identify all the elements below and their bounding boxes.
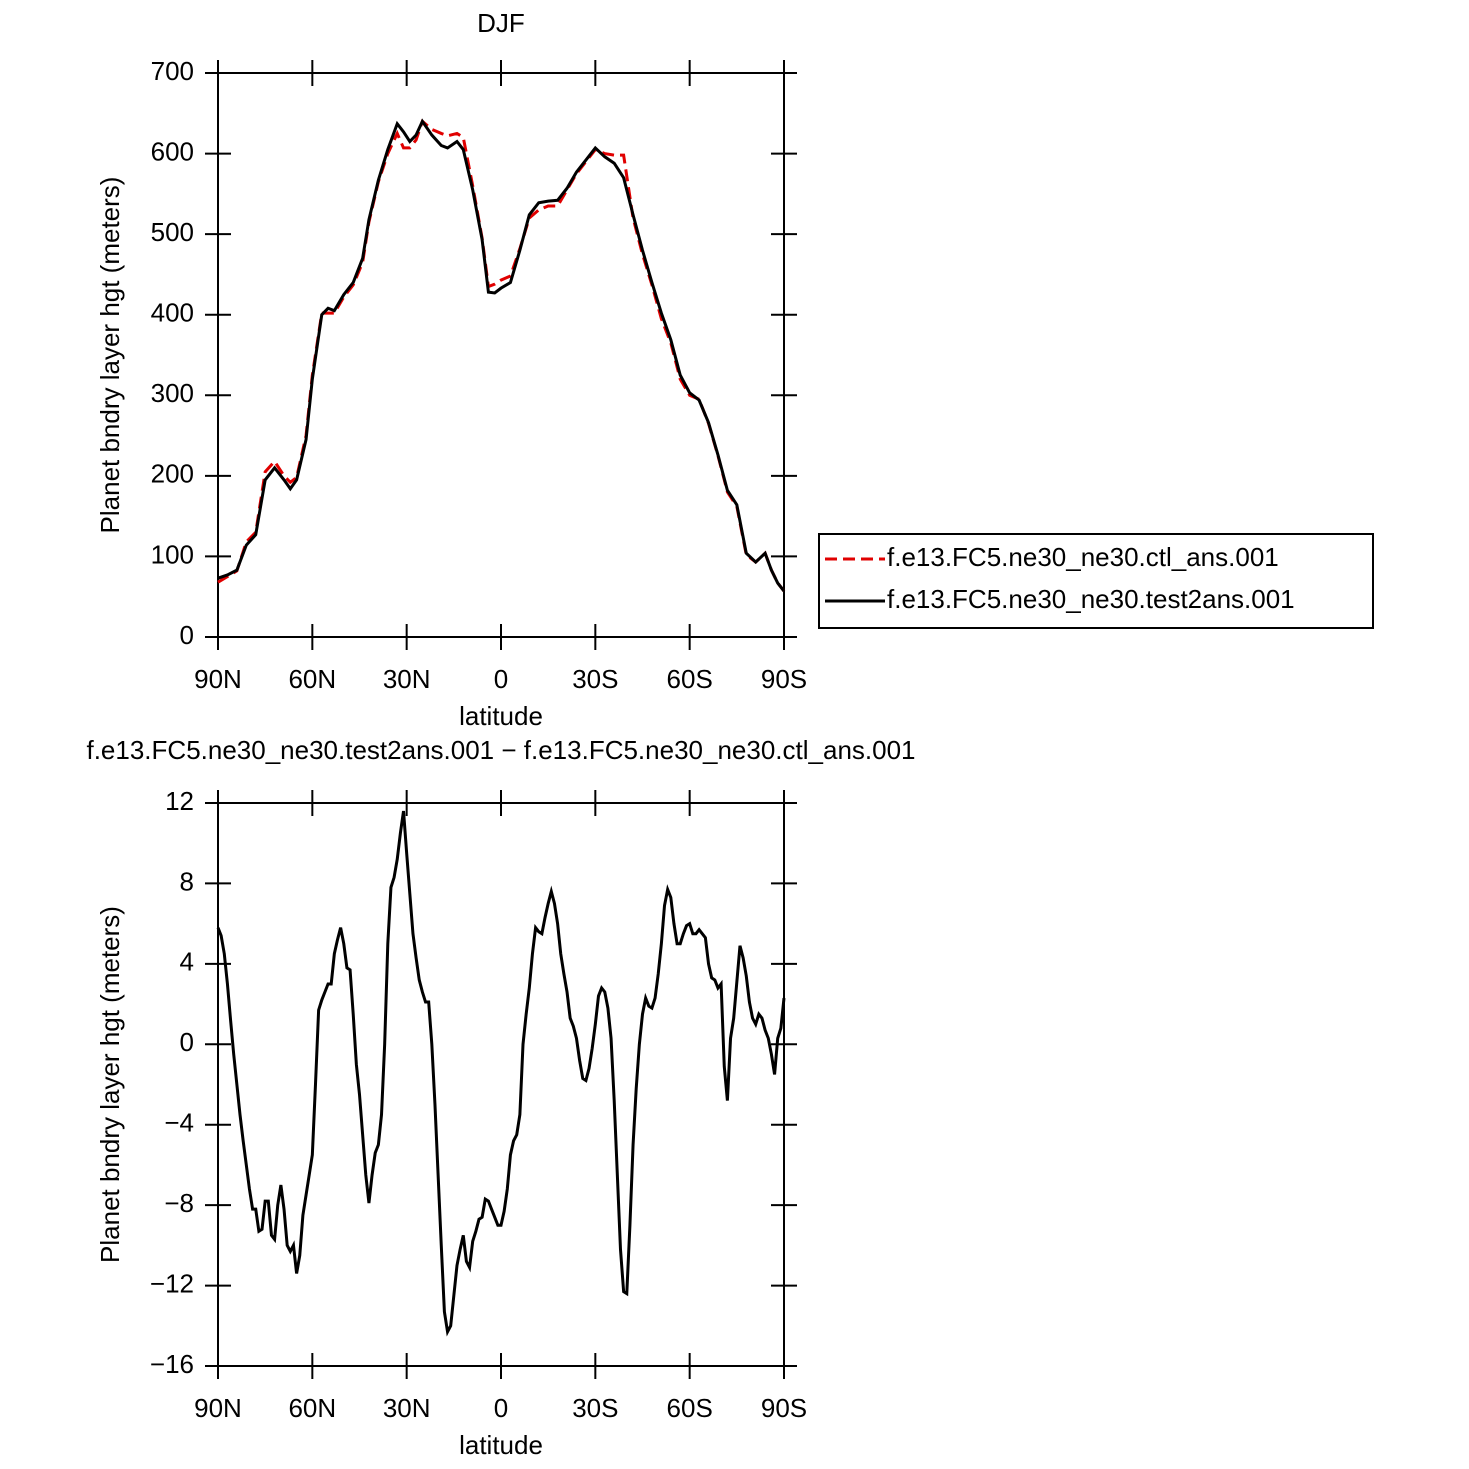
x-tick-label: 90N: [194, 664, 242, 694]
legend-box: [818, 533, 1374, 629]
y-axis-label: Planet bndry layer hgt (meters): [95, 906, 125, 1263]
x-tick-label: 30N: [383, 1393, 431, 1423]
x-tick-label: 90N: [194, 1393, 242, 1423]
x-tick-label: 30S: [572, 664, 618, 694]
x-tick-label: 60S: [667, 664, 713, 694]
y-tick-label: 12: [165, 786, 194, 816]
x-tick-label: 0: [494, 1393, 508, 1423]
y-axis-label: Planet bndry layer hgt (meters): [95, 177, 125, 534]
y-tick-label: 700: [151, 56, 194, 86]
y-tick-label: 100: [151, 539, 194, 569]
data-line: [217, 118, 786, 592]
y-tick-label: −16: [150, 1349, 194, 1379]
data-line: [217, 118, 786, 592]
legend-label: f.e13.FC5.ne30_ne30.test2ans.001: [887, 584, 1295, 614]
x-tick-label: 60N: [288, 664, 336, 694]
y-tick-label: 300: [151, 378, 194, 408]
legend-label: f.e13.FC5.ne30_ne30.ctl_ans.001: [887, 542, 1279, 572]
y-tick-label: 0: [180, 620, 194, 650]
y-tick-label: 8: [180, 866, 194, 896]
y-tick-label: 4: [180, 947, 194, 977]
chart-title: f.e13.FC5.ne30_ne30.test2ans.001 − f.e13…: [86, 735, 915, 765]
y-tick-label: 0: [180, 1027, 194, 1057]
y-tick-label: 400: [151, 298, 194, 328]
x-tick-label: 60S: [667, 1393, 713, 1423]
y-tick-label: −8: [164, 1188, 194, 1218]
y-tick-label: −12: [150, 1268, 194, 1298]
y-tick-label: −4: [164, 1108, 194, 1138]
plot-frame: [217, 72, 785, 638]
y-tick-label: 500: [151, 217, 194, 247]
x-tick-label: 30N: [383, 664, 431, 694]
x-tick-label: 30S: [572, 1393, 618, 1423]
data-line: [216, 810, 786, 1337]
x-tick-label: 90S: [761, 1393, 807, 1423]
x-axis-label: latitude: [459, 1430, 543, 1460]
y-tick-label: 200: [151, 459, 194, 489]
y-tick-label: 600: [151, 136, 194, 166]
x-axis-label: latitude: [459, 701, 543, 731]
x-tick-label: 0: [494, 664, 508, 694]
chart-title: DJF: [477, 8, 525, 38]
x-tick-label: 60N: [288, 1393, 336, 1423]
plot-frame: [217, 802, 785, 1367]
x-tick-label: 90S: [761, 664, 807, 694]
